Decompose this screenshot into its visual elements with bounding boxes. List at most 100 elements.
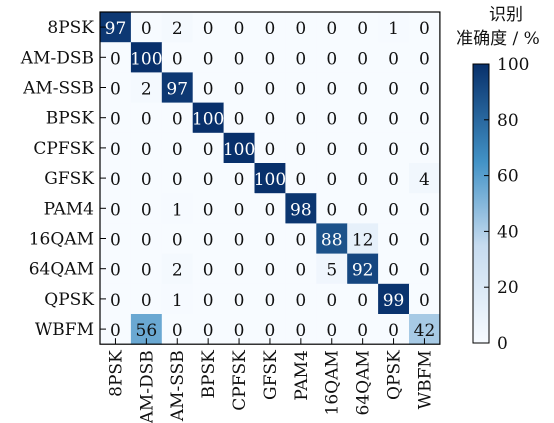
heatmap-cell bbox=[409, 42, 441, 73]
cell-value-label: 1 bbox=[388, 19, 399, 39]
cell-value-label: 0 bbox=[295, 170, 306, 190]
heatmap-cell bbox=[223, 12, 255, 43]
x-tick-label: QPSK bbox=[385, 350, 405, 400]
cell-value-label: 0 bbox=[265, 140, 276, 160]
cell-value-label: 0 bbox=[388, 110, 399, 130]
heatmap-cell bbox=[223, 132, 255, 164]
cell-value-label: 0 bbox=[110, 321, 121, 341]
heatmap-cell bbox=[285, 102, 317, 134]
heatmap-cell bbox=[378, 253, 410, 285]
cell-value-label: 0 bbox=[172, 321, 183, 341]
heatmap-cell bbox=[378, 132, 410, 164]
cell-value-label: 0 bbox=[326, 321, 337, 341]
cell-value-label: 0 bbox=[110, 231, 121, 251]
heatmap-cell bbox=[254, 72, 286, 103]
y-tick-label: QPSK bbox=[44, 290, 94, 310]
heatmap-cell bbox=[130, 193, 163, 224]
heatmap-cell bbox=[223, 193, 255, 224]
heatmap-cell bbox=[409, 223, 441, 254]
heatmap-cell bbox=[161, 102, 194, 134]
colorbar-ticks: 0 20 40 60 80 100 bbox=[484, 55, 529, 354]
x-tick-label: 16QAM bbox=[323, 350, 343, 415]
cell-value-label: 12 bbox=[352, 231, 374, 251]
cell-value-label: 0 bbox=[203, 170, 214, 190]
heatmap-cell bbox=[254, 132, 286, 164]
heatmap-cell bbox=[192, 223, 224, 254]
cell-value-label: 0 bbox=[419, 49, 430, 69]
cell-value-label: 0 bbox=[326, 49, 337, 69]
colorbar-label-line1: 识别 bbox=[489, 5, 523, 25]
cell-value-label: 0 bbox=[326, 170, 337, 190]
heatmap-cell bbox=[316, 283, 348, 315]
heatmap-cell bbox=[347, 132, 379, 164]
x-tick-label: CPFSK bbox=[230, 350, 250, 411]
heatmap-cell bbox=[316, 12, 348, 43]
heatmap-cell bbox=[409, 253, 441, 285]
heatmap-cell bbox=[192, 42, 224, 73]
heatmap-cell bbox=[347, 12, 379, 43]
heatmap-cell bbox=[409, 132, 441, 164]
cell-value-label: 0 bbox=[110, 80, 121, 100]
cell-value-label: 0 bbox=[388, 140, 399, 160]
cell-value-label: 0 bbox=[110, 140, 121, 160]
heatmap-cell bbox=[130, 72, 163, 103]
cell-value-label: 88 bbox=[321, 231, 343, 251]
x-axis: 8PSK AM-DSB AM-SSB BPSK CPFSK GFSK PAM4 16QAM 64… bbox=[106, 338, 435, 423]
cell-value-label: 0 bbox=[388, 80, 399, 100]
cell-value-label: 0 bbox=[419, 200, 430, 220]
heatmap-cell bbox=[316, 72, 348, 103]
cell-value-label: 0 bbox=[419, 291, 430, 311]
heatmap-cell bbox=[130, 223, 163, 254]
heatmap-cell-labels: 97 0 2 0 0 0 0 0 0 1 00 100 0 0 0 0 0 0 0 0 00 2 97 0 0 0 0 0 0 0 00 0 0… bbox=[105, 19, 436, 341]
y-axis: 8PSK AM-DSB AM-SSB BPSK CPFSK GFSK PAM4 16QAM 64… bbox=[20, 18, 106, 340]
heatmap-cell bbox=[378, 223, 410, 254]
cell-value-label: 0 bbox=[265, 110, 276, 130]
cell-value-label: 0 bbox=[326, 140, 337, 160]
heatmap-cell bbox=[409, 72, 441, 103]
heatmap-cell bbox=[254, 102, 286, 134]
cell-value-label: 0 bbox=[141, 231, 152, 251]
cell-value-label: 1 bbox=[172, 291, 183, 311]
heatmap-cell bbox=[316, 253, 348, 285]
cell-value-label: 0 bbox=[110, 200, 121, 220]
x-tick-label: GFSK bbox=[261, 350, 281, 400]
heatmap-cell bbox=[223, 102, 255, 134]
cell-value-label: 4 bbox=[419, 170, 430, 190]
heatmap-cell bbox=[223, 253, 255, 285]
cell-value-label: 0 bbox=[203, 80, 214, 100]
heatmap-cell bbox=[130, 102, 163, 134]
cell-value-label: 0 bbox=[141, 110, 152, 130]
heatmap-cell bbox=[223, 72, 255, 103]
heatmap-cell bbox=[409, 283, 441, 315]
colorbar-tick-label: 60 bbox=[497, 167, 519, 187]
heatmap-cell bbox=[285, 223, 317, 254]
cell-value-label: 97 bbox=[166, 80, 188, 100]
heatmap-cell bbox=[223, 42, 255, 73]
cell-value-label: 0 bbox=[203, 321, 214, 341]
cell-value-label: 0 bbox=[172, 49, 183, 69]
heatmap-cell bbox=[254, 253, 286, 285]
heatmap-cell bbox=[161, 132, 194, 164]
heatmap-cell bbox=[130, 132, 163, 164]
cell-value-label: 0 bbox=[265, 49, 276, 69]
heatmap-cell bbox=[254, 223, 286, 254]
heatmap-cell bbox=[192, 253, 224, 285]
cell-value-label: 0 bbox=[295, 80, 306, 100]
cell-value-label: 0 bbox=[141, 291, 152, 311]
cell-value-label: 0 bbox=[141, 170, 152, 190]
cell-value-label: 0 bbox=[234, 80, 245, 100]
heatmap-cell bbox=[223, 283, 255, 315]
cell-value-label: 0 bbox=[326, 80, 337, 100]
heatmap-cell bbox=[316, 193, 348, 224]
y-tick-label: PAM4 bbox=[44, 199, 94, 219]
cell-value-label: 0 bbox=[265, 321, 276, 341]
cell-value-label: 0 bbox=[265, 261, 276, 281]
cell-value-label: 0 bbox=[419, 110, 430, 130]
heatmap-cell bbox=[316, 102, 348, 134]
heatmap-cell bbox=[378, 193, 410, 224]
cell-value-label: 2 bbox=[172, 19, 183, 39]
cell-value-label: 0 bbox=[357, 321, 368, 341]
heatmap-cell bbox=[192, 72, 224, 103]
cell-value-label: 0 bbox=[388, 321, 399, 341]
